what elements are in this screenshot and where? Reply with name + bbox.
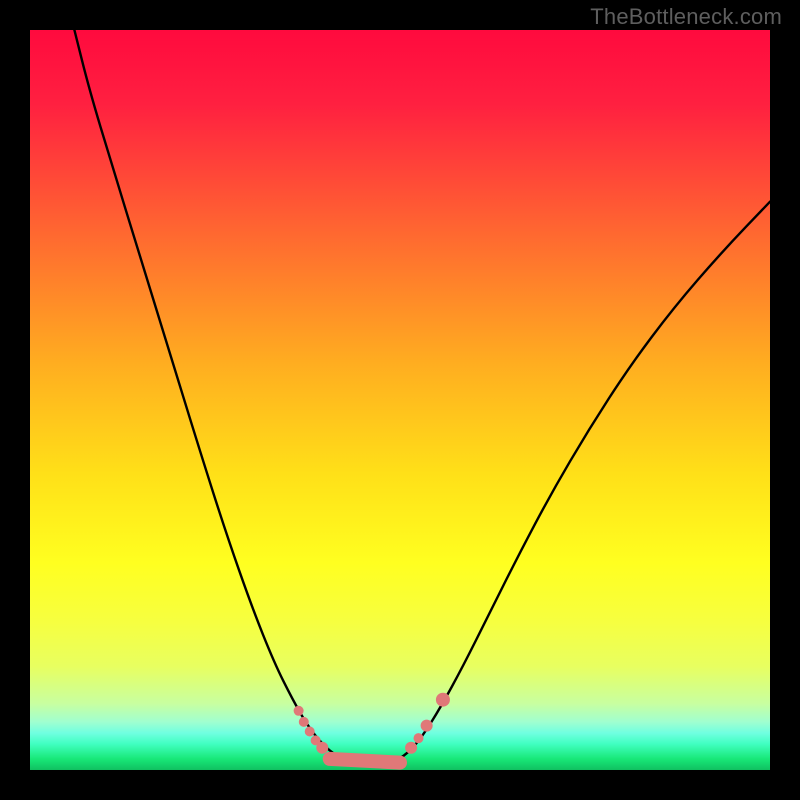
- marker-dot: [316, 742, 328, 754]
- marker-dot: [421, 720, 433, 732]
- plot-background: [30, 30, 770, 770]
- marker-dot: [299, 717, 309, 727]
- marker-dot: [405, 742, 417, 754]
- marker-dot: [436, 693, 450, 707]
- marker-dot: [294, 706, 304, 716]
- marker-bottom-segment: [330, 759, 400, 763]
- marker-dot: [305, 727, 315, 737]
- watermark-label: TheBottleneck.com: [590, 4, 782, 30]
- bottleneck-curve-chart: [0, 0, 800, 800]
- chart-frame: TheBottleneck.com: [0, 0, 800, 800]
- marker-dot: [414, 733, 424, 743]
